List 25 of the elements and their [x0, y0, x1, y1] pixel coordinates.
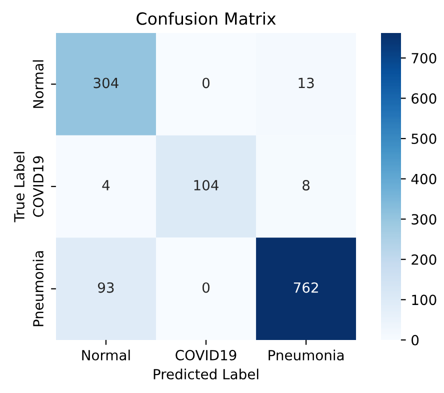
x-tick-label: Pneumonia: [268, 350, 344, 360]
data-label: 304: [94, 78, 118, 88]
y-tick-label: COVID19: [33, 156, 44, 217]
data-label: 104: [194, 180, 218, 191]
data-label: 4: [102, 180, 110, 190]
color-bar-label: 300: [412, 214, 436, 225]
x-tick-label: Normal: [82, 350, 130, 360]
color-bar-label: 600: [412, 93, 436, 104]
data-label: 762: [294, 282, 318, 293]
color-bar-label: 400: [411, 174, 436, 184]
color-bar-label: 700: [412, 52, 436, 64]
x-tick-label: COVID19: [176, 350, 236, 360]
color-bar-label: 0: [412, 334, 419, 346]
chart-title: Confusion Matrix: [136, 12, 276, 25]
color-bar-label: 500: [412, 134, 436, 144]
data-label: 0: [202, 282, 210, 293]
x-axis-title: Predicted Label: [154, 368, 258, 380]
color-bar-label: 100: [412, 294, 436, 306]
y-axis-title: True Label: [14, 152, 25, 222]
data-label: 8: [302, 180, 310, 191]
color-bar-label: 200: [412, 254, 436, 265]
y-tick-label: Normal: [32, 60, 44, 108]
data-label: 93: [98, 282, 114, 293]
data-label: 0: [202, 78, 210, 88]
data-label: 13: [298, 78, 314, 88]
